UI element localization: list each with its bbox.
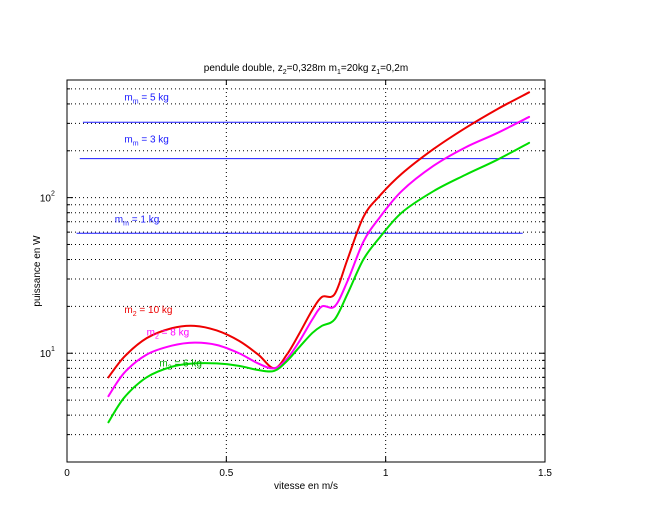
series-line-1	[107, 115, 531, 398]
x-tick-label-1: 0.5	[219, 468, 233, 479]
x-axis-label: vitesse en m/s	[274, 481, 338, 492]
series-line-0	[107, 91, 531, 379]
series-lines	[107, 91, 531, 424]
plot-frame	[66, 79, 546, 463]
y-axis-label: puissance en W	[32, 235, 43, 307]
series-line-2	[107, 141, 531, 424]
x-tick-label-0: 0	[64, 468, 70, 479]
x-ticks: 0 0.5 1 1.5	[64, 80, 552, 479]
annotation-1: mm = 3 kg	[124, 135, 169, 148]
chart-title: pendule double, z2=0,328m m1=20kg z1=0,2…	[204, 63, 408, 76]
annotation-4: m2 = 8 kg	[147, 328, 190, 341]
x-tick-label-3: 1.5	[538, 468, 552, 479]
annotation-0: mm = 5 kg	[124, 93, 169, 106]
annotation-2: mm = 1 kg	[115, 215, 160, 228]
annotation-5: m2 = 6 kg	[159, 359, 202, 372]
annotation-3: m2 = 10 kg	[124, 305, 172, 318]
x-tick-label-2: 1	[383, 468, 389, 479]
annotations: mm = 5 kg mm = 3 kg mm = 1 kg m2 = 10 kg m2 …	[115, 93, 202, 372]
